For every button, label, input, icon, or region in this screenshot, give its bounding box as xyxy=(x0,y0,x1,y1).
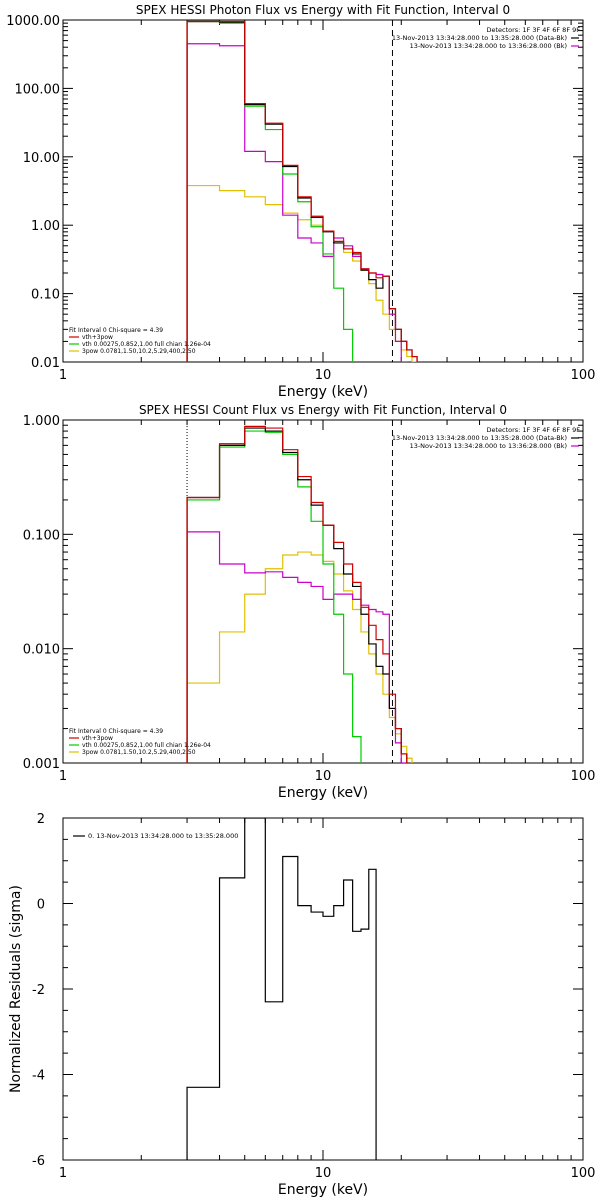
y-tick-label: 0.01 xyxy=(31,356,60,371)
series-line-2 xyxy=(186,20,354,362)
y-tick-label: 0.10 xyxy=(31,288,60,303)
x-tick-label: 100 xyxy=(571,769,596,784)
y-tick-label: 1.000 xyxy=(23,414,60,429)
y-tick-label: 0.010 xyxy=(23,643,60,658)
legend-left-entry: Fit Interval 0 Chi-square = 4.39 xyxy=(69,327,163,334)
chart-title: SPEX HESSI Count Flux vs Energy with Fit… xyxy=(139,403,507,417)
legend-right-entry: 13-Nov-2013 13:34:28.000 to 13:36:28.000… xyxy=(410,42,567,50)
series-line-0 xyxy=(186,20,418,362)
legend-left-entry: Fit Interval 0 Chi-square = 4.39 xyxy=(69,728,163,735)
legend-left-entry: vth 0.00275,0.852,1.00 full chian 1.26e-… xyxy=(82,742,211,749)
y-tick-label: 0 xyxy=(37,898,45,913)
y-tick-label: -6 xyxy=(32,1154,45,1169)
legend-right-entry: Detectors: 1F 3F 4F 6F 8F 9F xyxy=(486,426,580,434)
x-tick-label: 10 xyxy=(315,769,332,784)
y-tick-label: 2 xyxy=(37,812,45,827)
y-tick-label: 1.00 xyxy=(31,219,60,234)
x-axis-label: Energy (keV) xyxy=(278,384,368,400)
legend-left-entry: vth+3pow xyxy=(82,334,113,341)
legend-left-entry: 0. 13-Nov-2013 13:34:28.000 to 13:35:28.… xyxy=(88,832,238,840)
x-tick-label: 100 xyxy=(571,1166,596,1181)
x-tick-label: 10 xyxy=(315,368,332,383)
series-line-0 xyxy=(186,425,408,763)
legend-left-entry: 3pow 0.0781,1.50,10.2,5.29,400,2.50 xyxy=(82,348,196,355)
legend-right-entry: 13-Nov-2013 13:34:28.000 to 13:35:28.000… xyxy=(392,434,567,442)
legend-left-entry: vth 0.00275,0.852,1.00 full chian 1.26e-… xyxy=(82,341,211,348)
y-tick-label: 0.100 xyxy=(23,528,60,543)
legend-right-entry: 13-Nov-2013 13:34:28.000 to 13:35:28.000… xyxy=(392,34,567,42)
x-axis-label: Energy (keV) xyxy=(278,1182,368,1198)
y-tick-label: 1000.00 xyxy=(6,14,60,29)
x-tick-label: 1 xyxy=(59,368,67,383)
legend-right-entry: 13-Nov-2013 13:34:28.000 to 13:36:28.000… xyxy=(410,442,567,450)
series-line-0 xyxy=(186,818,377,1160)
plot-frame xyxy=(62,19,584,363)
y-tick-label: 100.00 xyxy=(15,82,61,97)
legend-right-entry: Detectors: 1F 3F 4F 6F 8F 9F xyxy=(486,26,580,34)
x-axis-label: Energy (keV) xyxy=(278,785,368,801)
chart-title: SPEX HESSI Photon Flux vs Energy with Fi… xyxy=(136,3,510,17)
y-tick-label: -4 xyxy=(32,1069,45,1084)
x-tick-label: 10 xyxy=(315,1166,332,1181)
y-tick-label: 0.001 xyxy=(23,757,60,772)
y-tick-label: 10.00 xyxy=(23,151,60,166)
series-line-2 xyxy=(186,430,362,763)
plot-frame xyxy=(62,817,584,1161)
legend-left-entry: vth+3pow xyxy=(82,735,113,742)
y-axis-label: Normalized Residuals (sigma) xyxy=(8,885,24,1093)
x-tick-label: 1 xyxy=(59,1166,67,1181)
x-tick-label: 1 xyxy=(59,769,67,784)
series-line-4 xyxy=(186,551,413,763)
legend-left-entry: 3pow 0.0781,1.50,10.2,5.29,400,2.50 xyxy=(82,749,196,756)
y-tick-label: -2 xyxy=(32,983,45,998)
x-tick-label: 100 xyxy=(571,368,596,383)
